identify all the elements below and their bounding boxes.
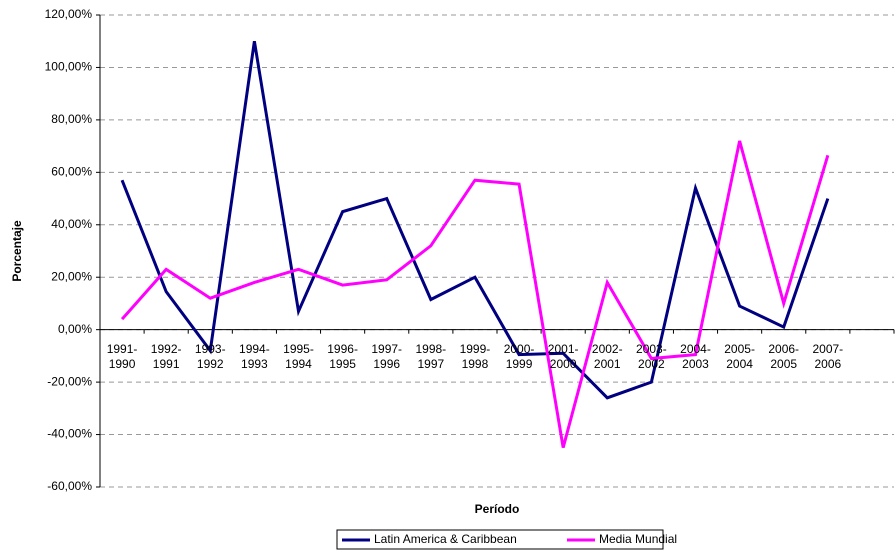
legend-label: Media Mundial <box>599 532 677 546</box>
x-tick-label: 1999-1998 <box>459 341 491 371</box>
y-tick-label: 60,00% <box>51 165 92 179</box>
x-tick-label: 2006-2005 <box>768 341 800 371</box>
x-axis-title: Período <box>475 502 520 516</box>
x-tick-label: 2003-2002 <box>636 341 667 371</box>
x-tick-label: 2005-2004 <box>724 341 755 371</box>
x-tick-label: 1994-1993 <box>239 341 270 371</box>
x-tick-label: 2002-2001 <box>591 341 623 371</box>
y-axis-title: Porcentaje <box>10 220 24 282</box>
x-tick-label: 2000-1999 <box>503 341 535 371</box>
y-tick-label: 20,00% <box>51 269 92 283</box>
y-tick-label: 100,00% <box>45 60 93 74</box>
y-tick-label: 120,00% <box>45 7 93 21</box>
y-tick-label: 40,00% <box>51 217 92 231</box>
y-tick-label: 0,00% <box>58 322 92 336</box>
series-line <box>120 140 830 449</box>
y-tick-label: -60,00% <box>47 479 92 493</box>
y-tick-label: 80,00% <box>51 112 92 126</box>
x-tick-label: 1993-1992 <box>194 341 226 371</box>
legend-label: Latin America & Caribbean <box>374 532 517 546</box>
x-tick-label: 1991-1990 <box>106 341 138 371</box>
series-line <box>120 40 830 400</box>
x-tick-label: 2007-2006 <box>812 341 844 371</box>
x-tick-label: 1997-1996 <box>371 341 403 371</box>
x-tick-label: 2004-2003 <box>680 341 711 371</box>
x-tick-label: 1996-1995 <box>327 341 358 371</box>
x-tick-label: 1992-1991 <box>150 341 182 371</box>
x-tick-label: 1995-1994 <box>283 341 314 371</box>
y-tick-label: -40,00% <box>47 427 92 441</box>
x-tick-label: 2001-2000 <box>547 341 579 371</box>
legend-box <box>336 529 664 550</box>
x-tick-label: 1998-1997 <box>415 341 447 371</box>
y-tick-label: -20,00% <box>47 374 92 388</box>
